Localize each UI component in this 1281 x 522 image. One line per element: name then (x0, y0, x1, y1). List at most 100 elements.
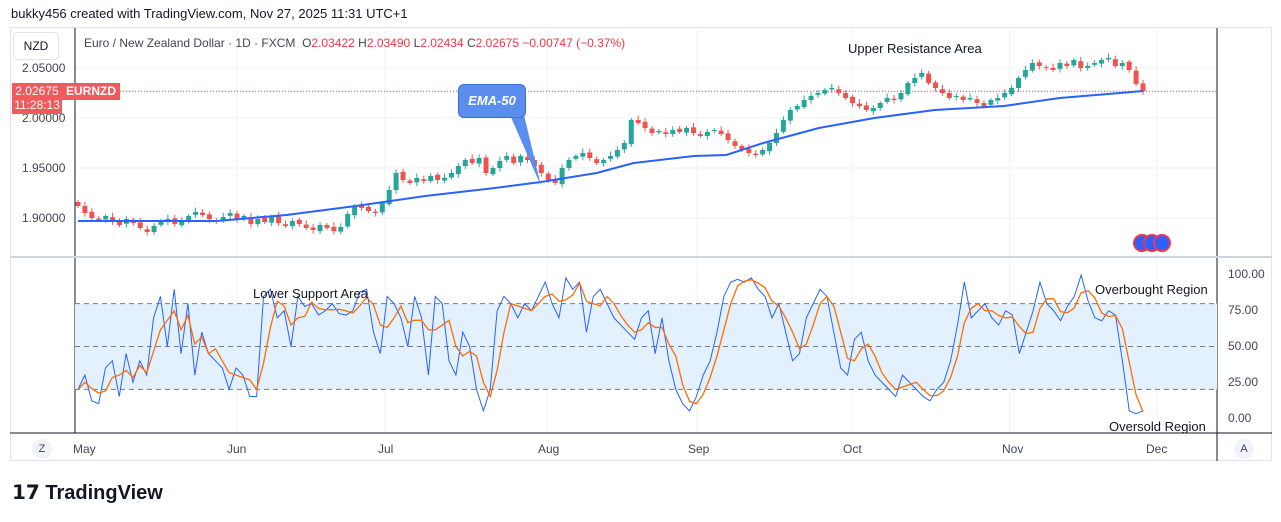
candle-body (206, 214, 212, 219)
candle-body (282, 224, 288, 226)
candle-body (829, 88, 835, 90)
month-tick: Dec (1146, 442, 1168, 456)
candle-body (545, 173, 551, 180)
month-tick: Jun (227, 442, 247, 456)
candle-body (884, 98, 890, 102)
stoch-k-line (77, 273, 1144, 415)
candle-body (103, 216, 109, 220)
price-tick: 2.00000 (22, 111, 66, 125)
timezone-button[interactable]: Z (32, 439, 52, 459)
stoch-tick: 25.00 (1228, 375, 1259, 389)
candle-body (1071, 60, 1077, 66)
candle-body (352, 206, 358, 216)
candle-body (469, 158, 475, 163)
candle-body (946, 93, 952, 98)
candle-body (435, 174, 441, 180)
candle-body (739, 146, 745, 150)
candle-body (1009, 88, 1015, 95)
candle-body (144, 229, 150, 232)
candle-body (856, 103, 862, 106)
logo-text: TradingView (45, 482, 163, 504)
candle-body (718, 130, 724, 134)
candle-body (462, 160, 468, 166)
candle-body (518, 156, 524, 163)
candle-body (1050, 68, 1056, 70)
candle-body (75, 202, 81, 206)
candle-body (497, 161, 503, 168)
candle-body (324, 225, 330, 228)
candle-body (919, 73, 925, 77)
candle-body (234, 213, 240, 220)
candle-body (870, 108, 876, 112)
candle-body (1043, 67, 1049, 69)
candle-body (338, 227, 344, 232)
month-tick: Aug (538, 442, 560, 456)
candle-body (255, 219, 261, 224)
candle-body (939, 89, 945, 93)
month-tick: May (73, 442, 96, 456)
candle-body (269, 217, 275, 223)
oversold-annotation: Oversold Region (1109, 419, 1206, 434)
candle-body (110, 217, 116, 222)
overbought-annotation: Overbought Region (1095, 282, 1208, 297)
candle-body (573, 156, 579, 159)
candle-body (711, 130, 717, 131)
candle-body (725, 133, 731, 140)
current-price: 2.02675 (15, 84, 59, 98)
credit-text: bukky456 created with TradingView.com, N… (11, 6, 408, 21)
candle-body (877, 103, 883, 108)
candle-body (898, 93, 904, 100)
candle-body (372, 211, 378, 213)
candle-body (296, 219, 302, 224)
candle-body (151, 226, 157, 232)
candle-body (310, 227, 316, 230)
candle-body (1133, 70, 1139, 84)
currency-button[interactable]: NZD (13, 32, 59, 60)
candle-body (359, 206, 365, 208)
candle-body (981, 103, 987, 106)
candle-body (193, 212, 199, 215)
chart-frame (10, 27, 1272, 461)
candle-body (428, 176, 434, 181)
candle-body (1099, 60, 1105, 64)
candle-body (850, 96, 856, 103)
candle-body (608, 156, 613, 159)
candle-body (414, 178, 420, 183)
candle-body (559, 168, 565, 185)
candle-body (96, 218, 102, 220)
candle-body (1112, 59, 1118, 66)
candle-body (773, 133, 779, 143)
candle-body (262, 217, 268, 222)
low-label: L (413, 36, 421, 50)
upper-resistance-annotation: Upper Resistance Area (848, 41, 982, 56)
legend-title: Euro / New Zealand Dollar · 1D · FXCM (84, 36, 296, 50)
lower-support-annotation: Lower Support Area (253, 286, 368, 301)
candle-body (276, 216, 282, 223)
candle-body (953, 96, 959, 97)
candle-body (635, 120, 641, 123)
candle-body (767, 143, 773, 152)
candle-body (1078, 61, 1084, 68)
candle-body (801, 100, 807, 108)
candle-body (220, 217, 226, 221)
auto-scale-button[interactable]: A (1234, 439, 1254, 459)
open-value: 2.03422 (311, 36, 355, 50)
high-label: H (358, 36, 367, 50)
open-label: O (302, 36, 312, 50)
candle-body (158, 221, 164, 225)
candle-body (227, 213, 233, 216)
candle-body (1119, 63, 1125, 66)
event-icon (1153, 234, 1171, 252)
candle-body (863, 105, 869, 110)
candle-body (552, 179, 558, 183)
candle-body (995, 98, 1001, 101)
candle-body (116, 222, 122, 225)
candle-body (1085, 66, 1091, 68)
candle-body (1036, 62, 1042, 66)
month-tick: Nov (1002, 442, 1024, 456)
symbol-label: EURNZD (62, 83, 120, 100)
candle-body (594, 159, 600, 163)
candle-body (407, 180, 413, 183)
candle-body (794, 106, 800, 110)
